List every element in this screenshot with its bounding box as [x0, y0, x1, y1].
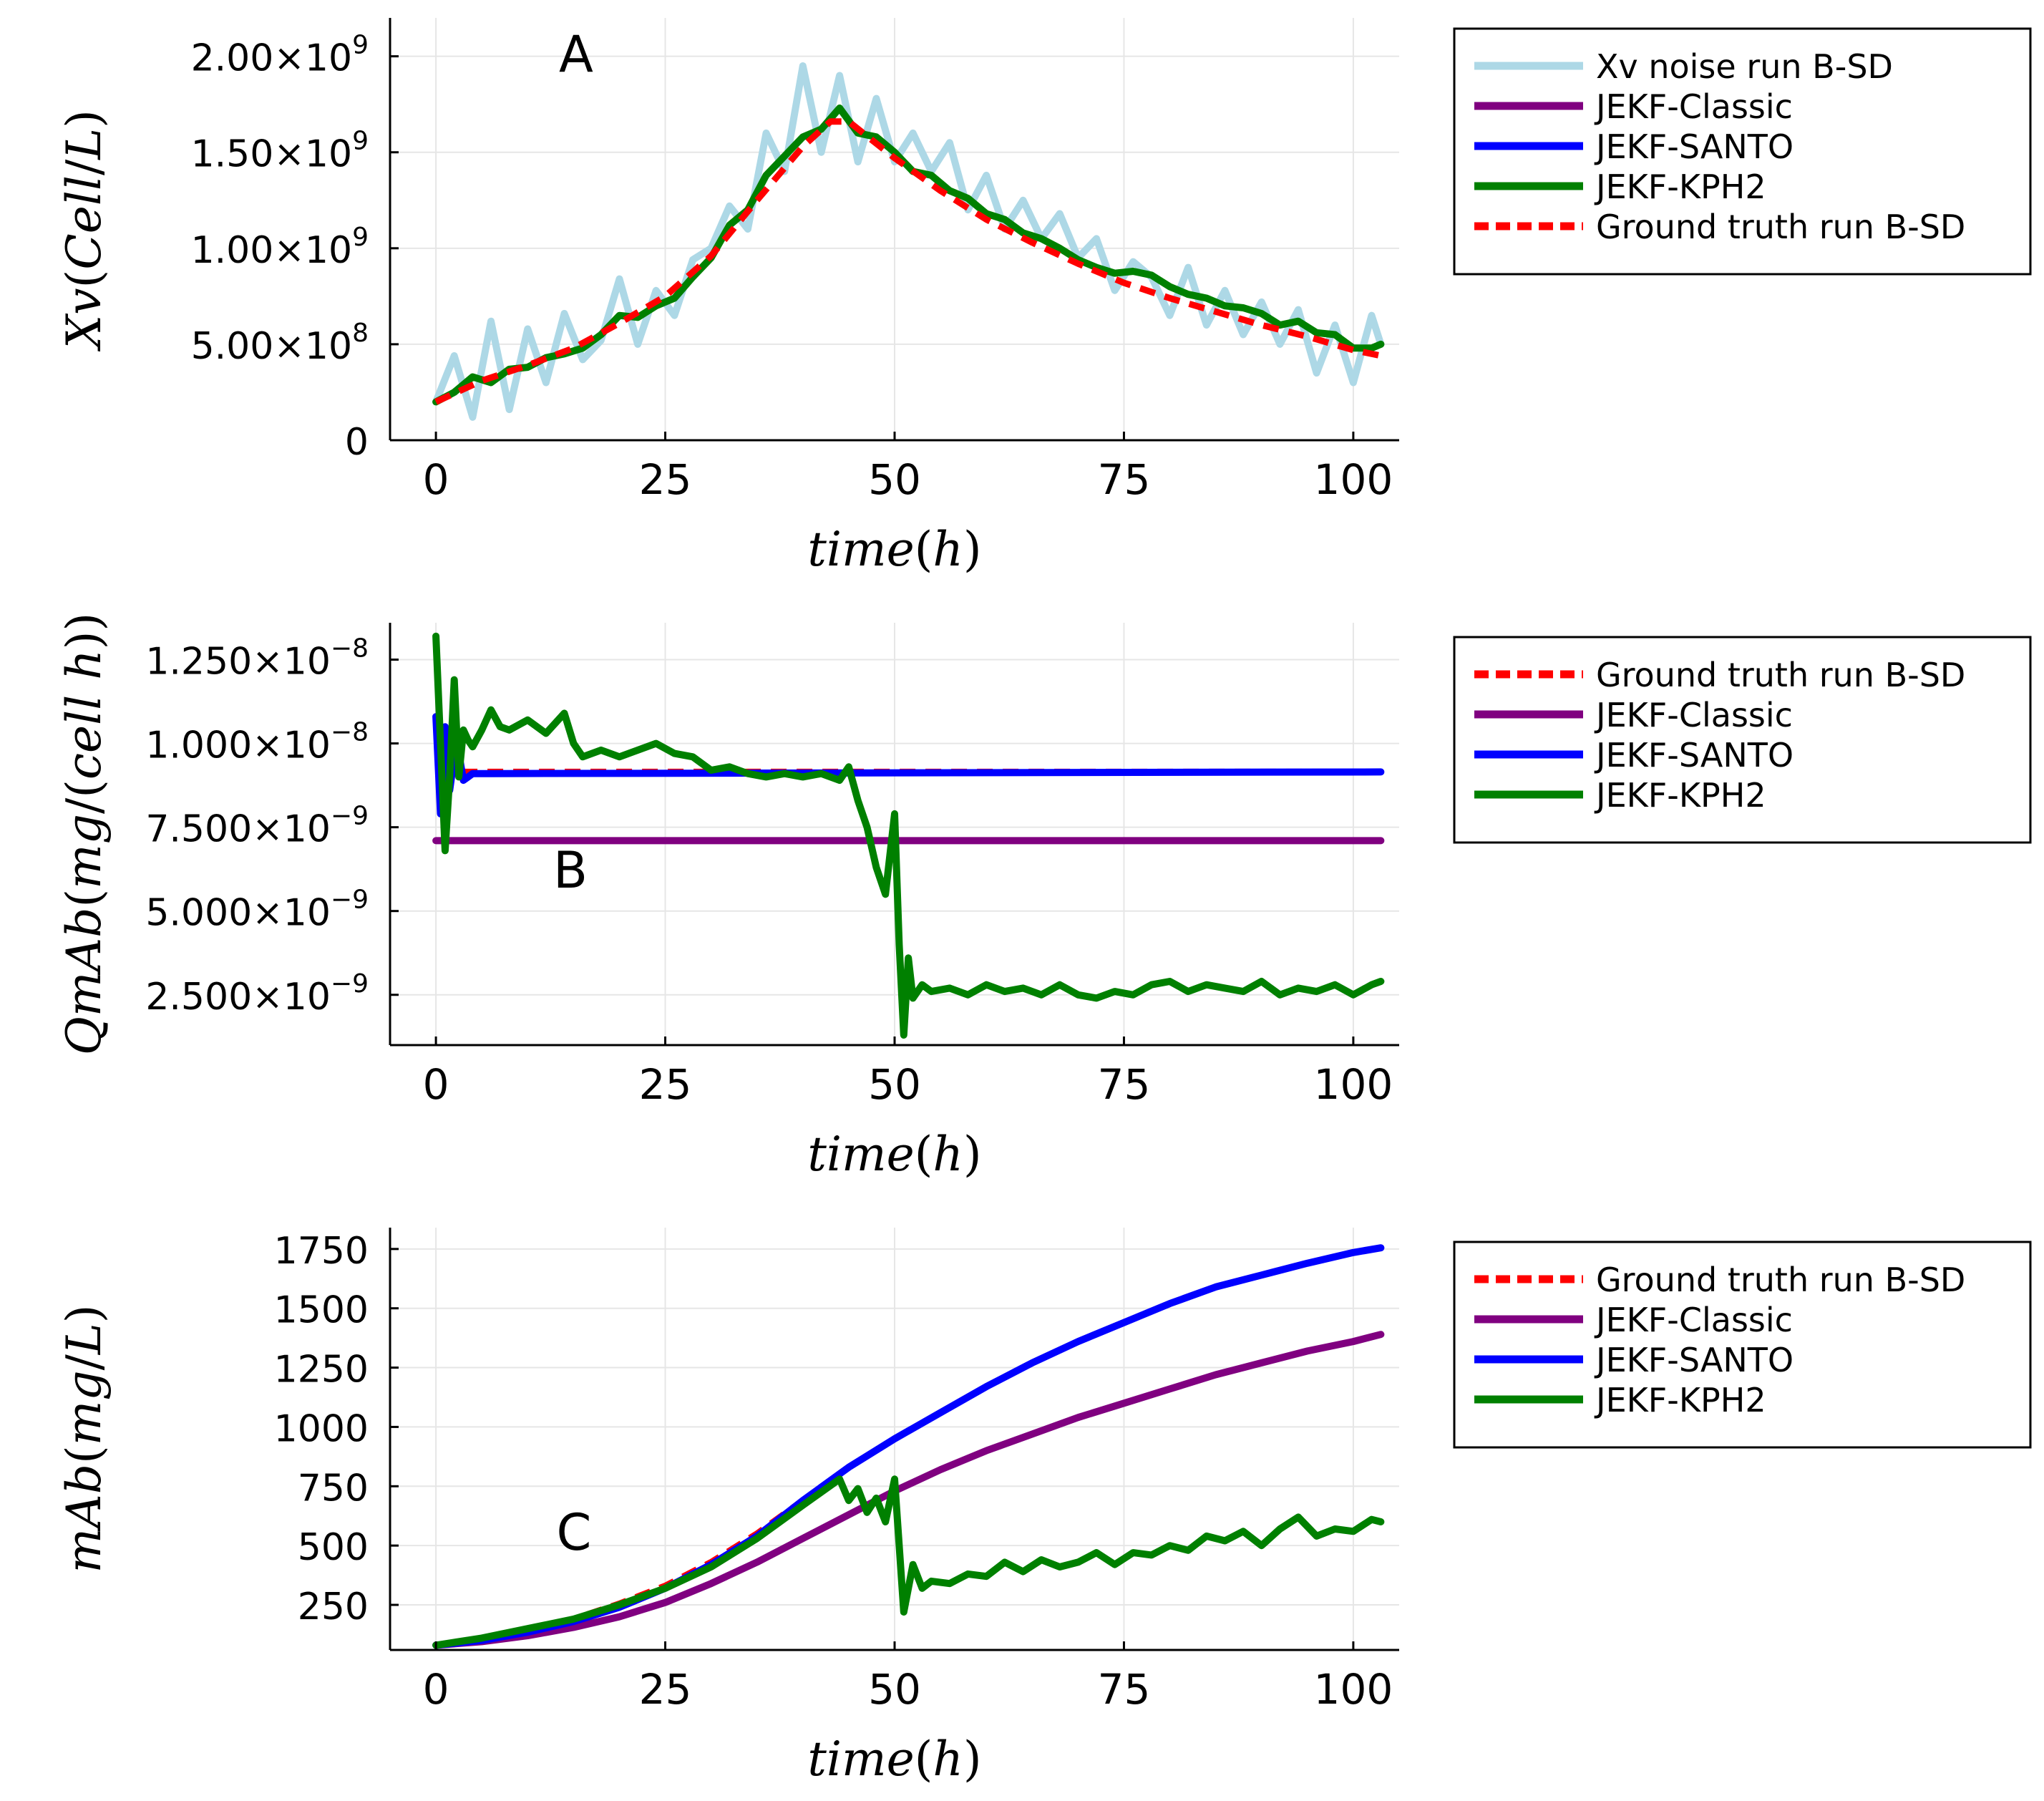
legend-label: JEKF-Classic: [1594, 1301, 1793, 1339]
series-line-jekf-santo: [432, 713, 1385, 817]
legend-label: Ground truth run B-SD: [1596, 1261, 1965, 1299]
legend-label: JEKF-Classic: [1594, 696, 1793, 734]
series-line-xv-noise-run-b-sd: [432, 62, 1385, 421]
legend-label: JEKF-KPH2: [1594, 776, 1766, 815]
series-line-jekf-kph2: [432, 632, 1385, 1039]
y-tick-label: 1000: [274, 1407, 369, 1450]
x-tick-label: 0: [423, 1665, 449, 1714]
panel-c: 0 25 50 75 100 250 500 750 1000 1250 1500 1750 time(…: [57, 1228, 2032, 1787]
legend-label: JEKF-SANTO: [1594, 1341, 1794, 1379]
legend-label: Ground truth run B-SD: [1596, 208, 1965, 246]
legend-label: Ground truth run B-SD: [1596, 656, 1965, 694]
legend-label: JEKF-SANTO: [1594, 127, 1794, 166]
x-tick-label: 75: [1098, 1665, 1151, 1714]
x-axis-title: time(h): [807, 1732, 981, 1787]
y-tick-label: 1500: [274, 1289, 369, 1332]
x-tick-label: 50: [868, 1060, 921, 1109]
legend: Xv noise run B-SDJEKF-ClassicJEKF-SANTOJ…: [1453, 27, 2032, 276]
panel-b: 0 25 50 75 100 2.500×10−9 5.000×10−9 7.500×10−9…: [57, 613, 2032, 1182]
panel-label: B: [553, 841, 588, 900]
legend-label: JEKF-KPH2: [1594, 168, 1766, 206]
x-tick-label: 75: [1098, 1060, 1151, 1109]
legend: Ground truth run B-SDJEKF-ClassicJEKF-SA…: [1453, 1241, 2032, 1449]
y-tick-label: 2.500×10−9: [145, 969, 369, 1019]
x-tick-label: 25: [639, 1060, 692, 1109]
x-axis-title: time(h): [807, 1127, 981, 1182]
y-tick-label: 5.000×10−9: [145, 885, 369, 935]
x-tick-label: 25: [639, 455, 692, 504]
y-tick-label: 1.000×10−8: [145, 718, 369, 767]
x-tick-label: 100: [1314, 455, 1393, 504]
panel-label: A: [559, 25, 593, 84]
x-tick-label: 100: [1314, 1665, 1393, 1714]
x-tick-label: 0: [423, 455, 449, 504]
y-tick-label: 0: [345, 421, 369, 464]
y-tick-label: 2.00×109: [191, 31, 369, 80]
legend-label: JEKF-KPH2: [1594, 1381, 1766, 1419]
x-tick-label: 50: [868, 455, 921, 504]
y-tick-label: 1750: [274, 1230, 369, 1273]
panel-a: 0 25 50 75 100 0 5.00×108 1.00×109 1.50×109 2.00×…: [57, 18, 2032, 577]
y-tick-label: 1250: [274, 1349, 369, 1392]
legend: Ground truth run B-SDJEKF-ClassicJEKF-SA…: [1453, 636, 2032, 844]
y-axis-title: Xv(Cell/L): [57, 110, 112, 352]
y-tick-label: 7.500×10−9: [145, 802, 369, 851]
series-line-ground-truth-run-b-sd: [434, 118, 1382, 405]
x-tick-label: 0: [423, 1060, 449, 1109]
legend-label: JEKF-Classic: [1594, 87, 1793, 126]
y-tick-label: 1.00×109: [191, 223, 369, 272]
panel-label: C: [557, 1503, 592, 1562]
legend-label: JEKF-SANTO: [1594, 736, 1794, 775]
series-line-jekf-kph2: [432, 1475, 1385, 1649]
y-tick-label: 500: [298, 1526, 369, 1569]
y-tick-label: 250: [298, 1586, 369, 1628]
series-line-jekf-classic: [432, 1331, 1385, 1649]
y-axis-title: QmAb(mg/(cell h)): [57, 613, 112, 1055]
legend-label: Xv noise run B-SD: [1596, 47, 1893, 86]
y-tick-label: 1.50×109: [191, 127, 369, 176]
x-axis-title: time(h): [807, 522, 981, 577]
x-tick-label: 100: [1314, 1060, 1393, 1109]
x-tick-label: 50: [868, 1665, 921, 1714]
x-tick-label: 75: [1098, 455, 1151, 504]
y-axis-title: mAb(mg/L): [57, 1305, 112, 1573]
y-tick-label: 1.250×10−8: [145, 634, 369, 684]
y-tick-label: 5.00×108: [191, 319, 369, 368]
y-tick-label: 750: [298, 1467, 369, 1510]
x-tick-label: 25: [639, 1665, 692, 1714]
